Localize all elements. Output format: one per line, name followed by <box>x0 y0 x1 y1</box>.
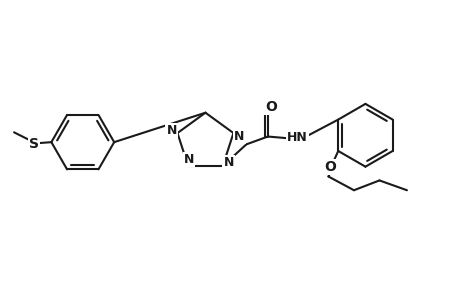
Text: S: S <box>28 137 39 151</box>
Text: N: N <box>166 124 176 136</box>
Text: HN: HN <box>286 131 307 144</box>
Text: N: N <box>184 153 194 166</box>
Text: O: O <box>324 160 336 174</box>
Text: N: N <box>234 130 244 143</box>
Text: N: N <box>223 155 233 169</box>
Text: O: O <box>264 100 276 114</box>
